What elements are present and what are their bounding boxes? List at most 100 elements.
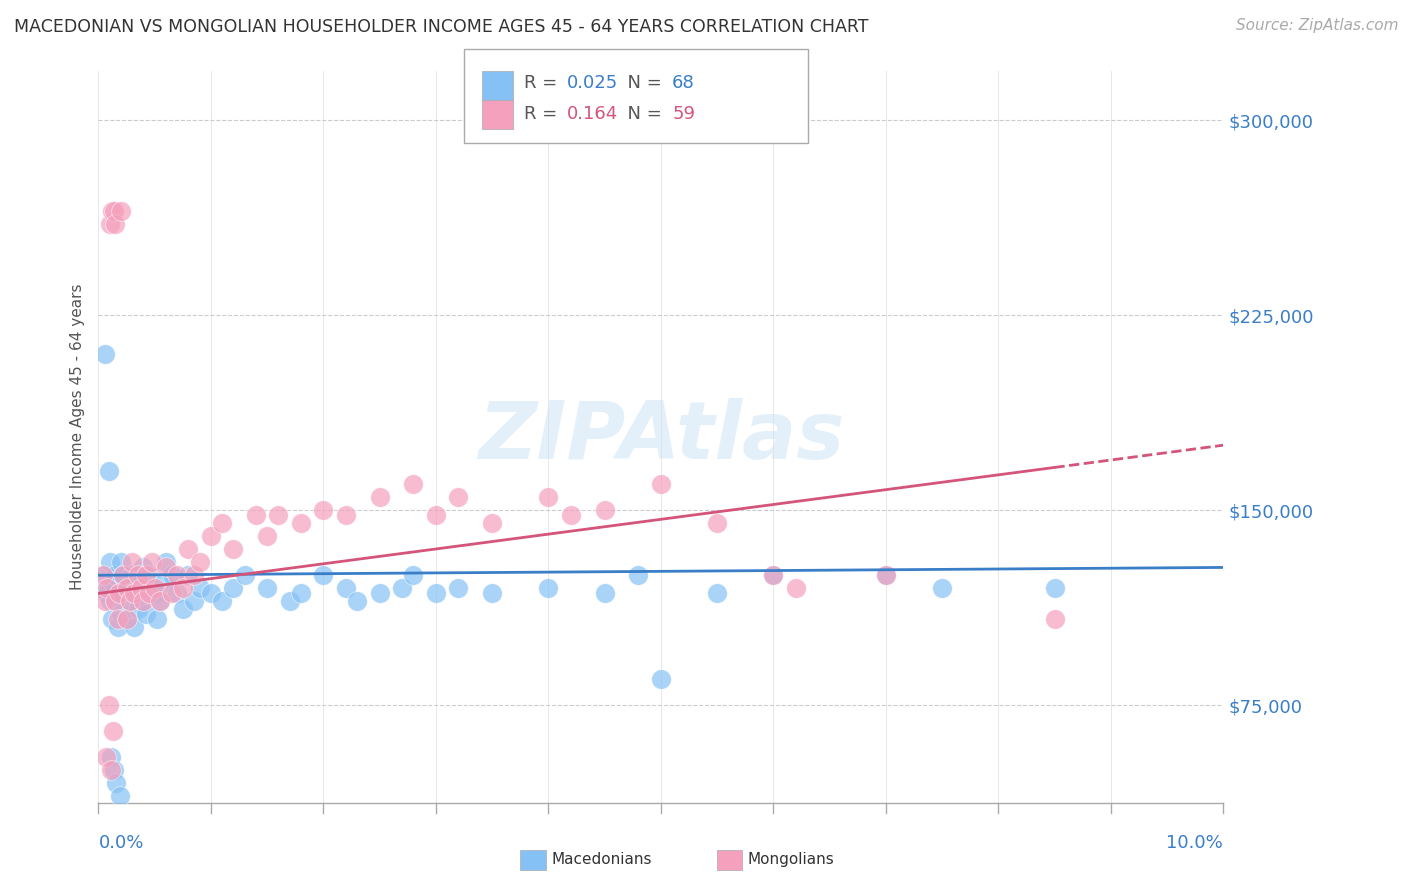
Text: N =: N = xyxy=(616,74,668,92)
Text: MACEDONIAN VS MONGOLIAN HOUSEHOLDER INCOME AGES 45 - 64 YEARS CORRELATION CHART: MACEDONIAN VS MONGOLIAN HOUSEHOLDER INCO… xyxy=(14,18,869,36)
Point xyxy=(312,568,335,582)
Point xyxy=(183,594,205,608)
Point xyxy=(593,586,616,600)
Point xyxy=(1043,581,1066,595)
Point xyxy=(560,508,582,523)
Point xyxy=(112,568,135,582)
Point xyxy=(96,750,118,764)
Point xyxy=(537,490,560,504)
Point xyxy=(402,568,425,582)
Point xyxy=(138,568,160,582)
Point xyxy=(166,586,188,600)
Point xyxy=(346,594,368,608)
Point xyxy=(118,594,141,608)
Point xyxy=(155,555,177,569)
Point xyxy=(188,581,211,595)
Point xyxy=(112,568,135,582)
Point xyxy=(132,560,155,574)
Point xyxy=(155,560,177,574)
Text: Source: ZipAtlas.com: Source: ZipAtlas.com xyxy=(1236,18,1399,33)
Point xyxy=(368,586,391,600)
Y-axis label: Householder Income Ages 45 - 64 years: Householder Income Ages 45 - 64 years xyxy=(69,284,84,591)
Point xyxy=(107,586,129,600)
Point xyxy=(256,529,278,543)
Point xyxy=(108,789,131,804)
Point xyxy=(103,764,125,778)
Text: R =: R = xyxy=(524,74,564,92)
Point xyxy=(278,594,301,608)
Point xyxy=(94,594,117,608)
Point xyxy=(762,568,785,582)
Point xyxy=(141,555,163,569)
Point xyxy=(97,464,120,478)
Point xyxy=(104,594,127,608)
Point xyxy=(91,568,114,582)
Point xyxy=(110,204,132,219)
Point xyxy=(98,555,121,569)
Point xyxy=(593,503,616,517)
Point xyxy=(104,217,127,231)
Text: 0.025: 0.025 xyxy=(567,74,617,92)
Point xyxy=(107,620,129,634)
Point xyxy=(115,581,138,595)
Point xyxy=(785,581,807,595)
Point xyxy=(129,581,152,595)
Point xyxy=(166,568,188,582)
Point xyxy=(110,607,132,622)
Point xyxy=(402,477,425,491)
Point xyxy=(96,581,118,595)
Text: 0.164: 0.164 xyxy=(567,105,617,123)
Point xyxy=(93,568,115,582)
Point xyxy=(650,673,672,687)
Point xyxy=(101,612,124,626)
Point xyxy=(312,503,335,517)
Point xyxy=(706,586,728,600)
Point xyxy=(481,586,503,600)
Point xyxy=(107,612,129,626)
Point xyxy=(177,542,200,557)
Point xyxy=(211,594,233,608)
Point xyxy=(135,568,157,582)
Point xyxy=(124,586,146,600)
Point xyxy=(97,698,120,713)
Point xyxy=(110,555,132,569)
Text: 68: 68 xyxy=(672,74,695,92)
Point xyxy=(115,612,138,626)
Text: 10.0%: 10.0% xyxy=(1167,834,1223,852)
Point xyxy=(135,607,157,622)
Point xyxy=(104,594,127,608)
Point xyxy=(105,776,128,790)
Point xyxy=(98,217,121,231)
Point xyxy=(222,581,245,595)
Point xyxy=(149,594,172,608)
Point xyxy=(124,620,146,634)
Point xyxy=(160,568,183,582)
Point xyxy=(931,581,953,595)
Point xyxy=(481,516,503,531)
Point xyxy=(875,568,897,582)
Point xyxy=(127,568,149,582)
Point xyxy=(233,568,256,582)
Point xyxy=(132,594,155,608)
Point xyxy=(650,477,672,491)
Point xyxy=(290,586,312,600)
Point xyxy=(447,490,470,504)
Point xyxy=(1043,612,1066,626)
Text: N =: N = xyxy=(616,105,668,123)
Point xyxy=(96,581,118,595)
Point xyxy=(425,508,447,523)
Point xyxy=(146,612,169,626)
Point xyxy=(100,750,122,764)
Point xyxy=(627,568,650,582)
Point xyxy=(121,555,143,569)
Point xyxy=(143,586,166,600)
Point xyxy=(256,581,278,595)
Text: 0.0%: 0.0% xyxy=(98,834,143,852)
Point xyxy=(115,612,138,626)
Text: ZIPAtlas: ZIPAtlas xyxy=(478,398,844,476)
Point xyxy=(98,594,121,608)
Point xyxy=(143,581,166,595)
Point xyxy=(200,529,222,543)
Point xyxy=(96,586,118,600)
Point xyxy=(104,568,127,582)
